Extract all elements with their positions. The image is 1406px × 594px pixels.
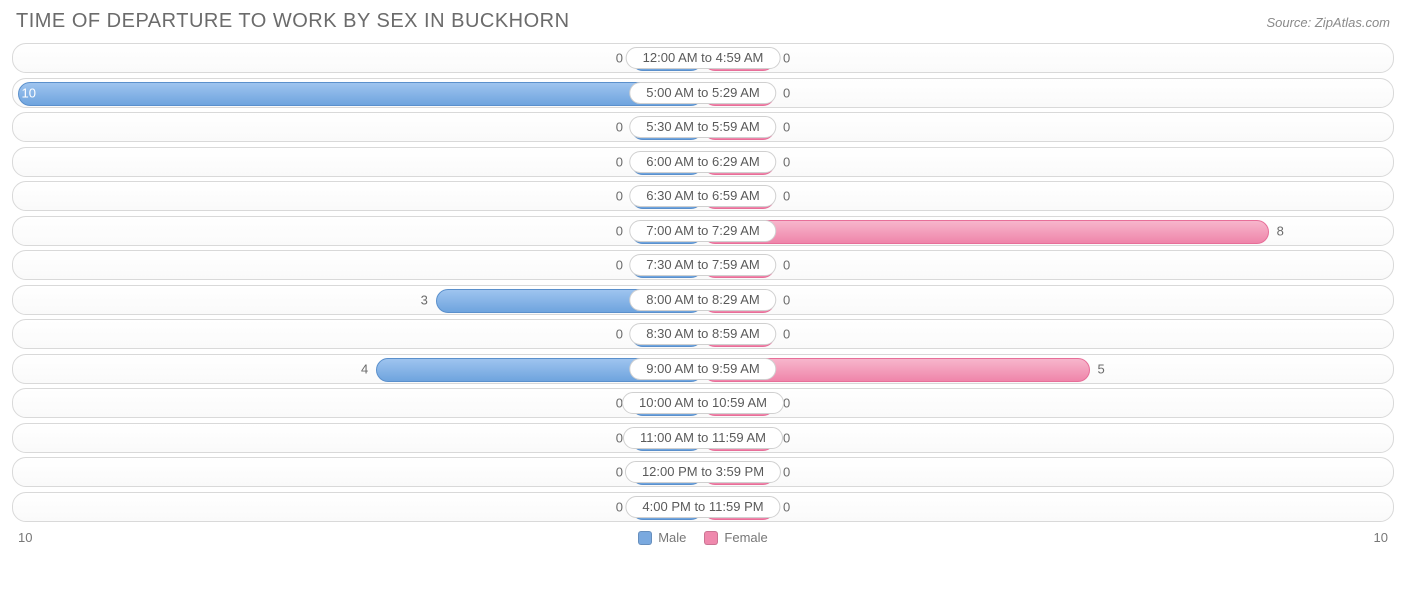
axis-max-left: 10 [18, 530, 32, 545]
chart-footer: 10 Male Female 10 [12, 526, 1394, 545]
value-female: 0 [783, 51, 790, 66]
chart-row: 0 04:00 PM to 11:59 PM [12, 492, 1394, 522]
chart-title: TIME OF DEPARTURE TO WORK BY SEX IN BUCK… [16, 10, 570, 33]
category-label: 7:00 AM to 7:29 AM [629, 220, 776, 242]
chart-row: 0 012:00 PM to 3:59 PM [12, 457, 1394, 487]
legend-item-female: Female [704, 530, 767, 545]
category-label: 6:30 AM to 6:59 AM [629, 185, 776, 207]
chart-row: 0010:00 AM to 10:59 AM [12, 388, 1394, 418]
value-female: 0 [783, 85, 790, 100]
chart-source: Source: ZipAtlas.com [1266, 15, 1390, 30]
value-male: 0 [616, 154, 623, 169]
chart-row: 0 012:00 AM to 4:59 AM [12, 43, 1394, 73]
value-male: 0 [616, 189, 623, 204]
value-female: 5 [1098, 361, 1105, 376]
value-male: 0 [616, 258, 623, 273]
legend-swatch-male [638, 531, 652, 545]
value-male: 0 [616, 430, 623, 445]
value-female: 0 [783, 465, 790, 480]
diverging-bar-chart: 0012:00 AM to 4:59 AM1005:00 AM to 5:29 … [12, 43, 1394, 522]
value-male: 4 [361, 361, 368, 376]
bar-male [18, 82, 703, 106]
value-female: 0 [783, 154, 790, 169]
bar-female [703, 220, 1269, 244]
value-male: 10 [22, 85, 36, 100]
category-label: 5:30 AM to 5:59 AM [629, 116, 776, 138]
category-label: 8:00 AM to 8:29 AM [629, 289, 776, 311]
chart-row: 4 5 9:00 AM to 9:59 AM [12, 354, 1394, 384]
chart-row: 0 0 6:00 AM to 6:29 AM [12, 147, 1394, 177]
value-female: 0 [783, 499, 790, 514]
category-label: 8:30 AM to 8:59 AM [629, 323, 776, 345]
axis-max-right: 10 [1374, 530, 1388, 545]
value-female: 0 [783, 189, 790, 204]
chart-row: 0 011:00 AM to 11:59 AM [12, 423, 1394, 453]
legend-swatch-female [704, 531, 718, 545]
chart-row: 0 0 7:30 AM to 7:59 AM [12, 250, 1394, 280]
value-female: 0 [783, 327, 790, 342]
value-female: 0 [783, 258, 790, 273]
category-label: 10:00 AM to 10:59 AM [622, 392, 784, 414]
legend-label-female: Female [724, 530, 767, 545]
chart-row: 0 0 6:30 AM to 6:59 AM [12, 181, 1394, 211]
value-male: 3 [421, 292, 428, 307]
value-male: 0 [616, 465, 623, 480]
chart-header: TIME OF DEPARTURE TO WORK BY SEX IN BUCK… [12, 10, 1394, 33]
chart-row: 3 0 8:00 AM to 8:29 AM [12, 285, 1394, 315]
value-male: 0 [616, 120, 623, 135]
chart-row: 0 8 7:00 AM to 7:29 AM [12, 216, 1394, 246]
chart-row: 0 0 5:30 AM to 5:59 AM [12, 112, 1394, 142]
value-female: 0 [783, 292, 790, 307]
chart-row: 10 0 5:00 AM to 5:29 AM [12, 78, 1394, 108]
value-female: 8 [1277, 223, 1284, 238]
value-male: 0 [616, 223, 623, 238]
value-female: 0 [783, 430, 790, 445]
legend: Male Female [638, 530, 768, 545]
category-label: 4:00 PM to 11:59 PM [625, 496, 780, 518]
category-label: 9:00 AM to 9:59 AM [629, 358, 776, 380]
value-female: 0 [783, 396, 790, 411]
value-male: 0 [616, 327, 623, 342]
category-label: 6:00 AM to 6:29 AM [629, 151, 776, 173]
category-label: 5:00 AM to 5:29 AM [629, 82, 776, 104]
category-label: 12:00 AM to 4:59 AM [626, 47, 781, 69]
value-male: 0 [616, 499, 623, 514]
category-label: 11:00 AM to 11:59 AM [623, 427, 783, 449]
category-label: 7:30 AM to 7:59 AM [629, 254, 776, 276]
value-male: 0 [616, 51, 623, 66]
legend-label-male: Male [658, 530, 686, 545]
category-label: 12:00 PM to 3:59 PM [625, 461, 781, 483]
value-female: 0 [783, 120, 790, 135]
chart-row: 0 0 8:30 AM to 8:59 AM [12, 319, 1394, 349]
legend-item-male: Male [638, 530, 686, 545]
